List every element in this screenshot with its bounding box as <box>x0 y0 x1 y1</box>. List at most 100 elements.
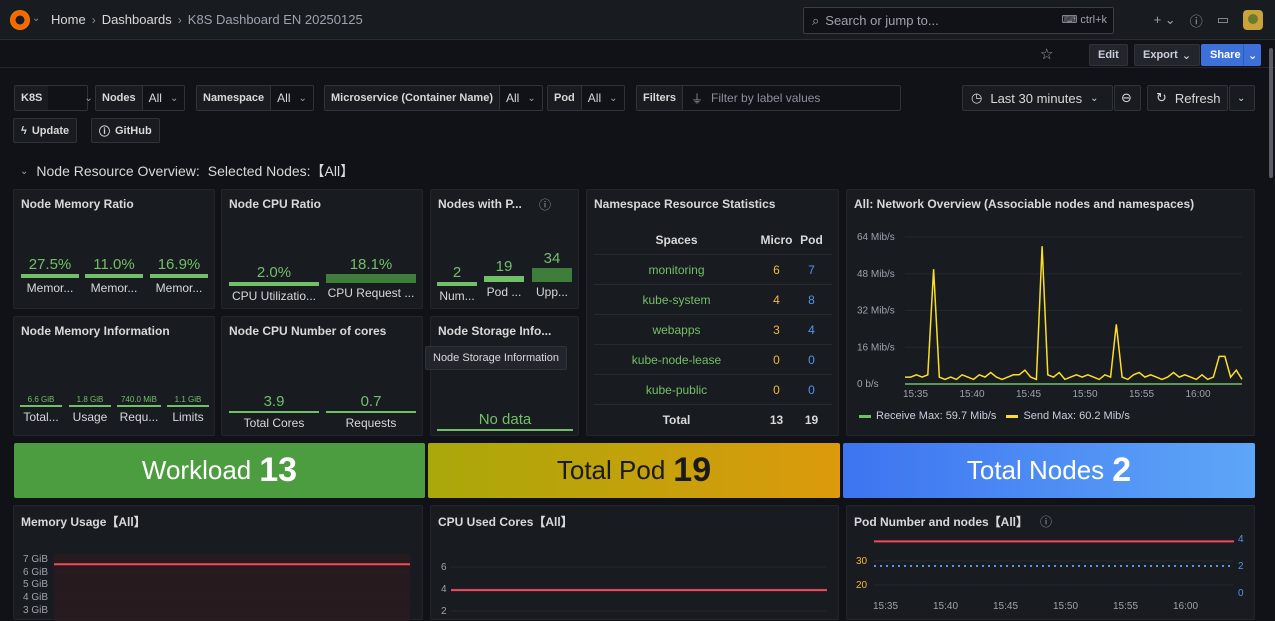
column-header[interactable]: Micro <box>760 232 793 247</box>
panel-node-memory-ratio[interactable]: Node Memory Ratio 27.5% Memor... 11.0% Mem… <box>13 189 215 309</box>
series-line-send <box>905 246 1243 381</box>
filters-input[interactable]: ⏚ Filter by label values <box>691 91 821 106</box>
chevron-down-icon[interactable]: ⌄ <box>32 13 41 24</box>
pod-nodes-chart[interactable]: 20 30 0 2 4 15:35 15:40 15:45 15:50 15:55 16:00 <box>847 506 1256 621</box>
var-filters-label: Filters <box>637 86 684 110</box>
column-header[interactable]: Pod <box>800 232 823 247</box>
y-tick-label: 2 <box>441 606 447 617</box>
info-icon[interactable]: ⓘ <box>1040 515 1053 529</box>
panel-title: Pod Number and nodes【All】 <box>854 515 1029 529</box>
legend-receive[interactable]: Receive Max: 59.7 Mib/s <box>859 410 996 422</box>
var-pod[interactable]: Pod All ⌄ <box>547 85 625 111</box>
var-nodes[interactable]: Nodes All ⌄ <box>95 85 186 111</box>
panel-network-overview[interactable]: All: Network Overview (Associable nodes … <box>846 189 1255 436</box>
info-icon[interactable]: ⓘ <box>539 198 552 212</box>
filter-icon: ⏚ <box>691 91 704 106</box>
y-tick-label: 30 <box>856 556 868 567</box>
tooltip: Node Storage Information <box>425 346 567 370</box>
refresh-label: Refresh <box>1174 90 1221 106</box>
news-icon[interactable]: ▭ <box>1216 12 1229 27</box>
refresh-icon: ↻ <box>1156 90 1167 105</box>
gauge-item: 2.0% CPU Utilizatio... <box>229 264 319 303</box>
var-filters[interactable]: Filters ⏚ Filter by label values <box>636 85 901 111</box>
stat-total-nodes[interactable]: Total Nodes 2 <box>843 443 1255 498</box>
edit-button[interactable]: Edit <box>1089 44 1128 66</box>
panel-title: Memory Usage【All】 <box>21 515 146 529</box>
share-dropdown-button[interactable]: ⌄ <box>1243 44 1261 66</box>
panel-memory-usage[interactable]: Memory Usage【All】 3 GiB 4 GiB 5 GiB 6 GiB 7 … <box>13 505 424 621</box>
dashboard-toolbar: ☆ Edit Export ⌄ Share ⌄ <box>0 40 1275 68</box>
star-icon[interactable]: ☆ <box>1040 46 1054 63</box>
export-button[interactable]: Export ⌄ <box>1134 44 1201 66</box>
chevron-down-icon: ⌄ <box>169 92 179 104</box>
row-subtitle: Selected Nodes:【All】 <box>207 163 355 179</box>
var-k8s[interactable]: K8S ⌄ <box>14 85 93 111</box>
page-scrollbar[interactable] <box>1269 48 1273 178</box>
refresh-button[interactable]: ↻ Refresh <box>1147 85 1228 111</box>
row-header[interactable]: ⌄ Node Resource Overview: Selected Nodes… <box>20 161 354 181</box>
help-icon[interactable]: ⓘ <box>1189 13 1203 29</box>
panel-title: Node CPU Number of cores <box>229 324 387 338</box>
var-namespace-value[interactable]: All ⌄ <box>277 91 307 105</box>
breadcrumb-dashboards[interactable]: Dashboards <box>101 12 172 27</box>
var-namespace[interactable]: Namespace All ⌄ <box>196 85 314 111</box>
y-tick-label: 6 GiB <box>23 567 48 578</box>
panel-node-memory-information[interactable]: Node Memory Information 6.6 GiB Total... … <box>13 316 215 436</box>
gauge-item: 1.1 GiB Limits <box>167 395 209 424</box>
gauge-item: 16.9% Memor... <box>150 256 208 295</box>
legend-send[interactable]: Send Max: 60.2 Mib/s <box>1006 410 1130 422</box>
panel-nodes-with-pods[interactable]: Nodes with P... ⓘ 2 Num... 19 Pod ... 34 Up… <box>430 189 579 309</box>
column-header[interactable]: Spaces <box>655 232 698 247</box>
y-tick-label: 6 <box>441 562 447 573</box>
var-k8s-value[interactable]: ⌄ <box>48 86 98 110</box>
plus-icon[interactable]: + ⌄ <box>1153 12 1176 27</box>
zoom-out-button[interactable]: ⊖ <box>1114 85 1141 111</box>
table-header: Spaces Micro Pod <box>594 225 832 255</box>
var-pod-value[interactable]: All ⌄ <box>587 91 618 105</box>
x-tick-label: 15:50 <box>1053 601 1078 612</box>
top-nav-bar: ⌄ Home › Dashboards › K8S Dashboard EN 2… <box>0 0 1275 40</box>
stat-workload[interactable]: Workload 13 <box>14 443 425 498</box>
panel-pod-number-nodes[interactable]: Pod Number and nodes【All】 ⓘ 20 30 0 2 4 15:35… <box>846 505 1255 620</box>
breadcrumb-home[interactable]: Home <box>51 12 86 27</box>
var-nodes-label: Nodes <box>96 86 143 110</box>
cpu-used-chart[interactable]: 2 4 6 <box>431 506 840 621</box>
chevron-down-icon: ⌄ <box>84 92 93 104</box>
panel-cpu-used-cores[interactable]: CPU Used Cores【All】 2 4 6 <box>430 505 839 620</box>
chevron-down-icon: ⌄ <box>1248 49 1258 62</box>
time-range-picker[interactable]: ◷ Last 30 minutes ⌄ <box>962 85 1113 111</box>
var-microservice-value[interactable]: All ⌄ <box>506 91 536 105</box>
network-chart[interactable]: 0 b/s 16 Mib/s 32 Mib/s 48 Mib/s 64 Mib/s 15:… <box>847 190 1256 437</box>
help-circle-icon: ⓘ <box>99 125 110 138</box>
panel-node-cpu-ratio[interactable]: Node CPU Ratio 2.0% CPU Utilizatio... 18.… <box>221 189 423 309</box>
chart-legend: Receive Max: 59.7 Mib/s Send Max: 60.2 M… <box>859 410 1130 422</box>
search-input[interactable]: ⌕ Search or jump to... ⌨ ctrl+k <box>803 7 1114 34</box>
panel-node-cpu-cores[interactable]: Node CPU Number of cores 3.9 Total Cores … <box>221 316 423 436</box>
avatar[interactable] <box>1243 10 1263 30</box>
x-tick-label: 15:45 <box>993 601 1018 612</box>
var-nodes-value[interactable]: All ⌄ <box>148 91 179 105</box>
stat-total-pod[interactable]: Total Pod 19 <box>428 443 840 498</box>
table-row: kube-system 4 8 <box>594 285 832 315</box>
update-link[interactable]: ϟ Update <box>13 118 78 143</box>
chevron-down-icon: ⌄ <box>1090 92 1099 104</box>
stat-value: 2 <box>1112 451 1132 489</box>
refresh-interval-dropdown[interactable]: ⌄ <box>1229 85 1255 111</box>
var-microservice[interactable]: Microservice (Container Name) All ⌄ <box>324 85 543 111</box>
github-link[interactable]: ⓘ GitHub <box>91 118 160 143</box>
chevron-down-icon: ⌄ <box>609 92 618 104</box>
y-tick-label: 0 b/s <box>857 379 879 390</box>
panel-node-storage-info[interactable]: Node Storage Info... No data <box>430 316 579 436</box>
search-icon: ⌕ <box>812 12 820 28</box>
grafana-logo-icon[interactable] <box>10 10 30 30</box>
chevron-down-icon: ⌄ <box>298 92 307 104</box>
y2-tick-label: 0 <box>1238 588 1244 599</box>
panel-namespace-resource-statistics[interactable]: Namespace Resource Statistics Spaces Mic… <box>586 189 839 436</box>
x-tick-label: 15:55 <box>1113 601 1138 612</box>
chevron-right-icon: › <box>177 12 182 27</box>
x-tick-label: 15:55 <box>1129 389 1154 400</box>
panel-title: Node Memory Ratio <box>21 197 134 211</box>
gauge-item: 740.0 MiB Requ... <box>117 395 161 424</box>
var-microservice-label: Microservice (Container Name) <box>325 86 500 110</box>
